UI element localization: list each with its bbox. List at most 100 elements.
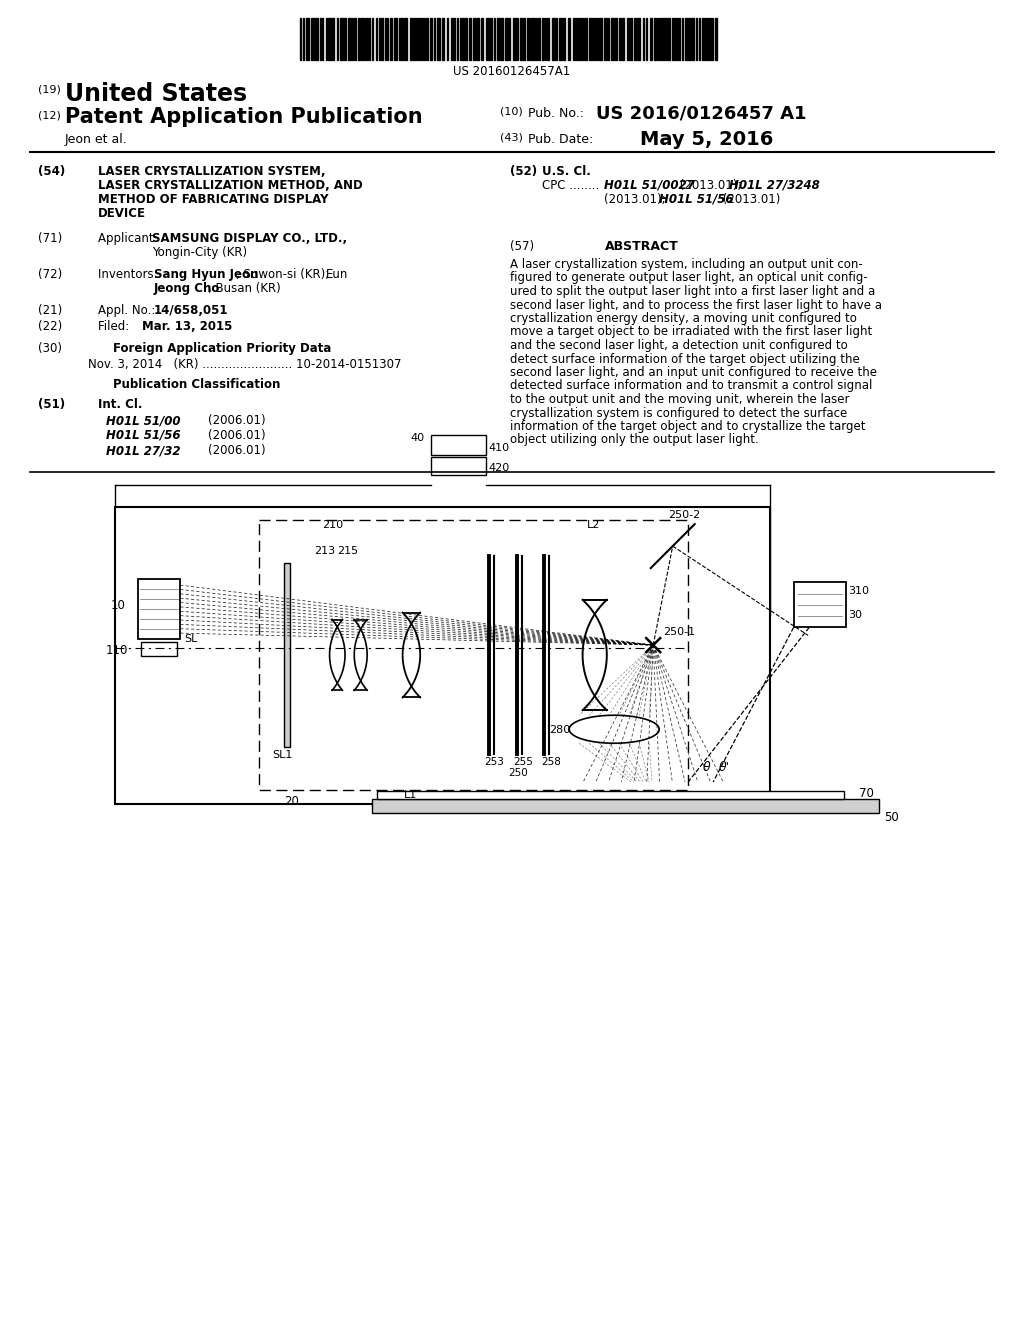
Text: (2006.01): (2006.01) <box>208 414 265 426</box>
Text: (19): (19) <box>38 84 60 95</box>
Bar <box>568 18 570 59</box>
Text: SL: SL <box>184 634 198 644</box>
Bar <box>685 18 687 59</box>
Bar <box>401 18 403 59</box>
Bar <box>523 18 525 59</box>
Bar <box>559 18 562 59</box>
Bar <box>688 18 690 59</box>
Bar <box>437 18 440 59</box>
Bar <box>691 18 694 59</box>
Text: (43): (43) <box>500 133 523 143</box>
Text: H01L 27/3248: H01L 27/3248 <box>729 180 820 191</box>
Bar <box>563 18 565 59</box>
Text: CPC ........: CPC ........ <box>542 180 599 191</box>
Text: Jeong Cho: Jeong Cho <box>154 282 220 294</box>
Bar <box>577 18 580 59</box>
Text: 110: 110 <box>105 644 128 657</box>
Text: (2013.01): (2013.01) <box>719 193 780 206</box>
Text: to the output unit and the moving unit, wherein the laser: to the output unit and the moving unit, … <box>510 393 850 407</box>
Text: SL1: SL1 <box>272 750 293 760</box>
Bar <box>618 18 621 59</box>
Text: Publication Classification: Publication Classification <box>113 378 281 391</box>
Text: detected surface information and to transmit a control signal: detected surface information and to tran… <box>510 380 872 392</box>
Text: move a target object to be irradiated with the first laser light: move a target object to be irradiated wi… <box>510 326 872 338</box>
Bar <box>497 18 500 59</box>
Text: H01L 51/56: H01L 51/56 <box>106 429 180 442</box>
Text: 14/658,051: 14/658,051 <box>154 304 228 317</box>
Text: 253: 253 <box>484 756 504 767</box>
Bar <box>668 18 670 59</box>
Text: US 2016/0126457 A1: US 2016/0126457 A1 <box>596 104 807 121</box>
Bar <box>418 18 420 59</box>
Text: H01L 27/32: H01L 27/32 <box>106 444 180 457</box>
Text: Pub. Date:: Pub. Date: <box>528 133 593 147</box>
Text: θ: θ <box>703 760 711 774</box>
Bar <box>404 18 407 59</box>
Bar <box>650 18 652 59</box>
Bar <box>115 507 770 804</box>
Text: US 20160126457A1: US 20160126457A1 <box>454 65 570 78</box>
Text: LASER CRYSTALLIZATION METHOD, AND: LASER CRYSTALLIZATION METHOD, AND <box>98 180 362 191</box>
Text: (57): (57) <box>510 240 535 253</box>
Bar <box>659 18 662 59</box>
Text: 250: 250 <box>509 768 528 777</box>
Text: figured to generate output laser light, an optical unit config-: figured to generate output laser light, … <box>510 272 867 285</box>
Text: 420: 420 <box>488 463 510 473</box>
Text: detect surface information of the target object utilizing the: detect surface information of the target… <box>510 352 860 366</box>
Bar <box>589 18 591 59</box>
Bar <box>378 791 845 799</box>
Text: 250-1: 250-1 <box>664 627 695 638</box>
Text: H01L 51/00: H01L 51/00 <box>106 414 180 426</box>
Bar <box>552 18 555 59</box>
Text: Foreign Application Priority Data: Foreign Application Priority Data <box>113 342 332 355</box>
Bar <box>675 18 677 59</box>
Text: U.S. Cl.: U.S. Cl. <box>542 165 591 178</box>
Bar <box>630 18 632 59</box>
Text: METHOD OF FABRICATING DISPLAY: METHOD OF FABRICATING DISPLAY <box>98 193 329 206</box>
Bar <box>316 18 318 59</box>
Text: L1: L1 <box>403 791 417 800</box>
Text: (2006.01): (2006.01) <box>208 444 265 457</box>
Bar <box>469 18 471 59</box>
Bar <box>332 18 334 59</box>
Bar <box>311 18 313 59</box>
Text: 250-2: 250-2 <box>668 510 700 520</box>
Text: H01L 51/0027: H01L 51/0027 <box>604 180 694 191</box>
Text: (51): (51) <box>38 399 66 411</box>
Bar <box>622 18 624 59</box>
Text: Inventors:: Inventors: <box>98 268 165 281</box>
Bar <box>390 18 392 59</box>
Text: θ': θ' <box>719 760 730 774</box>
Text: SAMSUNG DISPLAY CO., LTD.,: SAMSUNG DISPLAY CO., LTD., <box>152 232 347 246</box>
Bar <box>431 457 486 475</box>
Text: United States: United States <box>65 82 247 106</box>
Bar <box>709 18 711 59</box>
Bar <box>410 18 412 59</box>
Bar <box>138 579 180 639</box>
Text: (10): (10) <box>500 107 522 117</box>
Text: and the second laser light, a detection unit configured to: and the second laser light, a detection … <box>510 339 848 352</box>
Bar <box>442 18 444 59</box>
Bar <box>705 18 708 59</box>
Bar <box>413 18 415 59</box>
Text: crystallization energy density, a moving unit configured to: crystallization energy density, a moving… <box>510 312 857 325</box>
Bar <box>547 18 549 59</box>
Text: LASER CRYSTALLIZATION SYSTEM,: LASER CRYSTALLIZATION SYSTEM, <box>98 165 326 178</box>
Bar <box>141 642 177 656</box>
Text: (72): (72) <box>38 268 62 281</box>
Bar <box>542 18 544 59</box>
Text: Jeon et al.: Jeon et al. <box>65 133 128 147</box>
Bar <box>361 18 362 59</box>
Bar <box>348 18 350 59</box>
Text: ABSTRACT: ABSTRACT <box>605 240 679 253</box>
Text: (22): (22) <box>38 319 62 333</box>
Text: information of the target object and to crystallize the target: information of the target object and to … <box>510 420 865 433</box>
Text: second laser light, and to process the first laser light to have a: second laser light, and to process the f… <box>510 298 882 312</box>
Bar <box>532 18 534 59</box>
Text: (30): (30) <box>38 342 62 355</box>
Bar <box>501 18 503 59</box>
Bar <box>678 18 680 59</box>
Text: Int. Cl.: Int. Cl. <box>98 399 142 411</box>
Bar <box>513 18 516 59</box>
Text: , Busan (KR): , Busan (KR) <box>208 282 281 294</box>
